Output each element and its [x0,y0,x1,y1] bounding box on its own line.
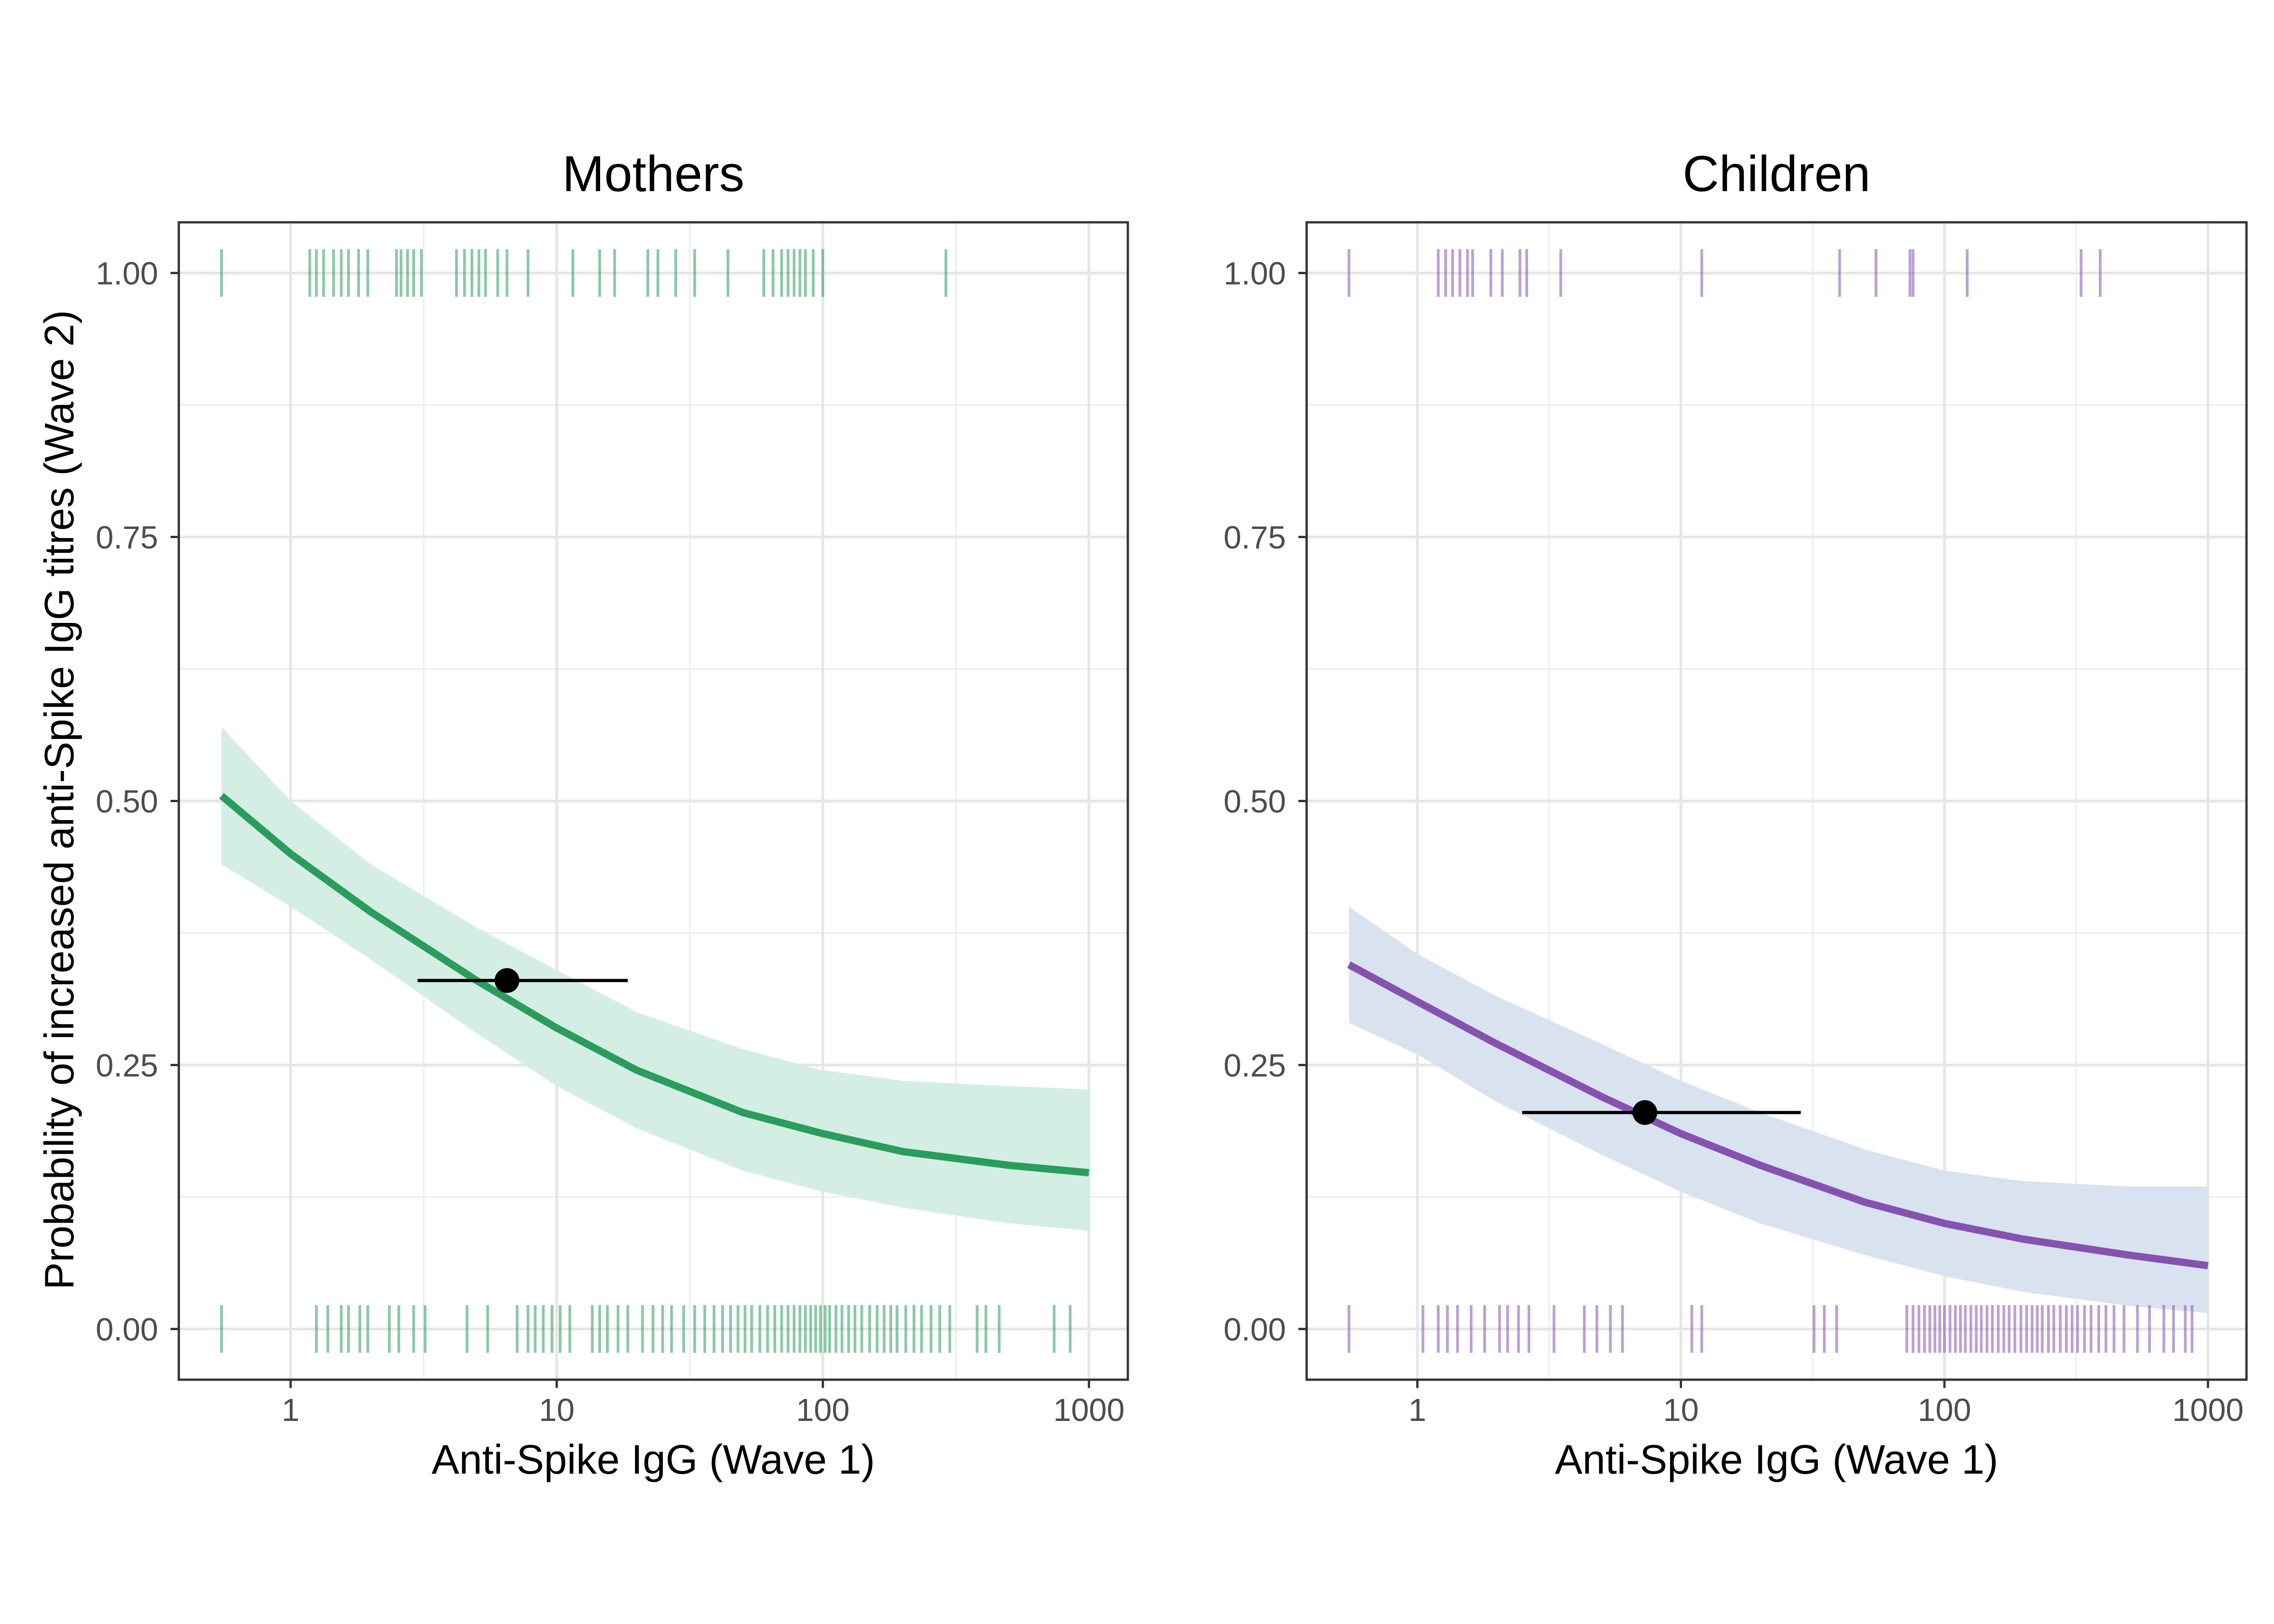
panel-children-x-tick-label: 1000 [2172,1392,2244,1428]
panel-mothers-x-tick-label: 100 [796,1392,850,1428]
panel-mothers-y-tick-label: 0.00 [96,1311,158,1347]
panel-mothers-y-tick-label: 0.25 [96,1047,158,1083]
panel-children-title: Children [1683,146,1871,202]
panel-children-fit-line [1347,961,2209,1270]
panel-children: 1 10 100 1000 0.00 0.25 0.50 0.75 1.00 Children An… [1224,146,2248,1483]
panel-mothers: 1 10 100 1000 0.00 0.25 0.50 0.75 1.00 Mothers Ant… [96,146,1129,1483]
panel-mothers-y-tick-label: 1.00 [96,256,158,292]
panel-children-y-tick-label: 0.00 [1224,1311,1286,1347]
panel-children-y-tick-label: 0.50 [1224,784,1286,820]
panel-mothers-x-axis-label: Anti-Spike IgG (Wave 1) [432,1437,875,1483]
y-axis-label: Probability of increased anti-Spike IgG … [37,310,83,1290]
panel-mothers-y-tick-label: 0.50 [96,784,158,820]
panel-mothers-title: Mothers [562,146,744,202]
panel-mothers-y-tick-label: 0.75 [96,520,158,556]
panel-mothers-x-tick-label: 1 [281,1392,299,1428]
panel-children-rug-bottom [1347,1305,2194,1353]
panel-children-x-axis-label: Anti-Spike IgG (Wave 1) [1555,1437,1998,1483]
panel-mothers-x-tick-label: 1000 [1053,1392,1125,1428]
panel-mothers-confidence-band [221,727,1089,1231]
panel-children-y-tick-label: 0.75 [1224,520,1286,556]
panel-mothers-x-tick-label: 10 [539,1392,574,1428]
panel-children-confidence-band [1349,906,2208,1313]
panel-children-point-estimate [1632,1100,1657,1125]
panel-mothers-fit-line [219,793,1089,1177]
panel-mothers-point-estimate [494,968,519,993]
panel-children-x-tick-label: 1 [1408,1392,1426,1428]
panel-children-y-tick-label: 0.25 [1224,1047,1286,1083]
panel-mothers-rug-top [220,249,948,297]
panel-children-rug-top [1347,249,2102,297]
panel-children-x-tick-label: 100 [1918,1392,1971,1428]
panel-children-x-tick-label: 10 [1663,1392,1699,1428]
panel-mothers-rug-bottom [220,1305,1072,1353]
panel-children-y-tick-label: 1.00 [1224,256,1286,292]
